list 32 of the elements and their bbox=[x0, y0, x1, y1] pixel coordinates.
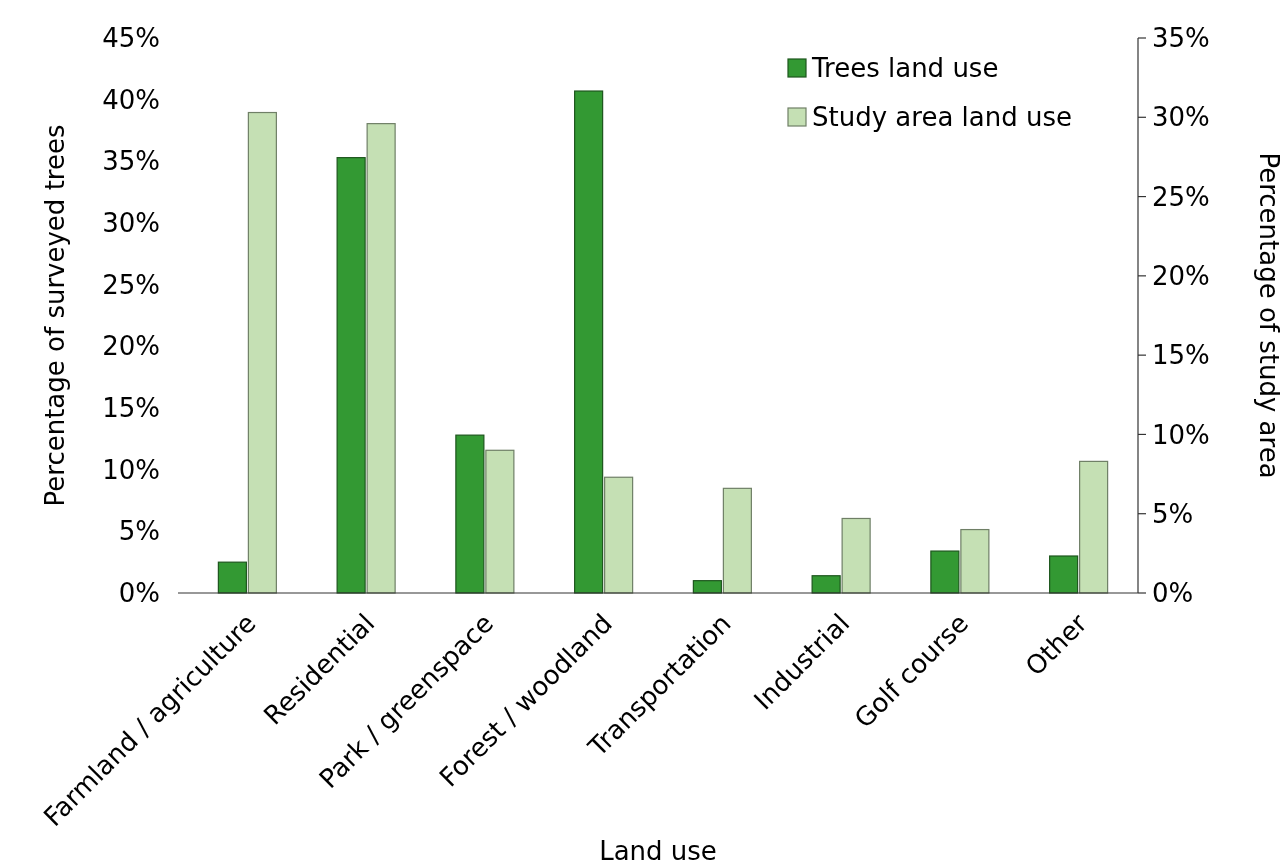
y-tick-label: 5% bbox=[118, 516, 160, 547]
y2-tick-label: 15% bbox=[1152, 340, 1210, 371]
y2-tick-label: 30% bbox=[1152, 102, 1210, 133]
y-tick-label: 20% bbox=[102, 331, 160, 362]
y-tick-label: 10% bbox=[102, 454, 160, 485]
bar bbox=[722, 487, 752, 594]
bar bbox=[247, 111, 277, 594]
bar bbox=[604, 476, 634, 594]
y2-tick-label: 5% bbox=[1152, 498, 1194, 529]
y-axis-title: Percentage of surveyed trees bbox=[40, 124, 70, 507]
bar bbox=[1079, 460, 1109, 594]
y2-tick-label: 25% bbox=[1152, 181, 1210, 212]
y2-tick-label: 20% bbox=[1152, 260, 1210, 291]
legend-label: Trees land use bbox=[811, 53, 999, 84]
y-tick-label: 15% bbox=[102, 393, 160, 424]
y-tick-label: 35% bbox=[102, 146, 160, 177]
bar bbox=[811, 575, 841, 594]
y-tick-label: 45% bbox=[102, 23, 160, 54]
legend-label: Study area land use bbox=[812, 102, 1072, 133]
y-tick-label: 0% bbox=[118, 578, 160, 609]
y2-tick-label: 0% bbox=[1152, 578, 1194, 609]
bar bbox=[217, 561, 247, 594]
bar bbox=[1049, 555, 1079, 594]
y-tick-label: 40% bbox=[102, 84, 160, 115]
x-axis-title: Land use bbox=[599, 836, 717, 860]
bar bbox=[574, 90, 604, 594]
y2-tick-label: 10% bbox=[1152, 419, 1210, 450]
bar bbox=[841, 517, 871, 594]
y2-axis-title: Percentage of study area bbox=[1254, 152, 1284, 479]
y2-tick-label: 35% bbox=[1152, 23, 1210, 54]
y-tick-label: 25% bbox=[102, 269, 160, 300]
y-tick-label: 30% bbox=[102, 208, 160, 239]
